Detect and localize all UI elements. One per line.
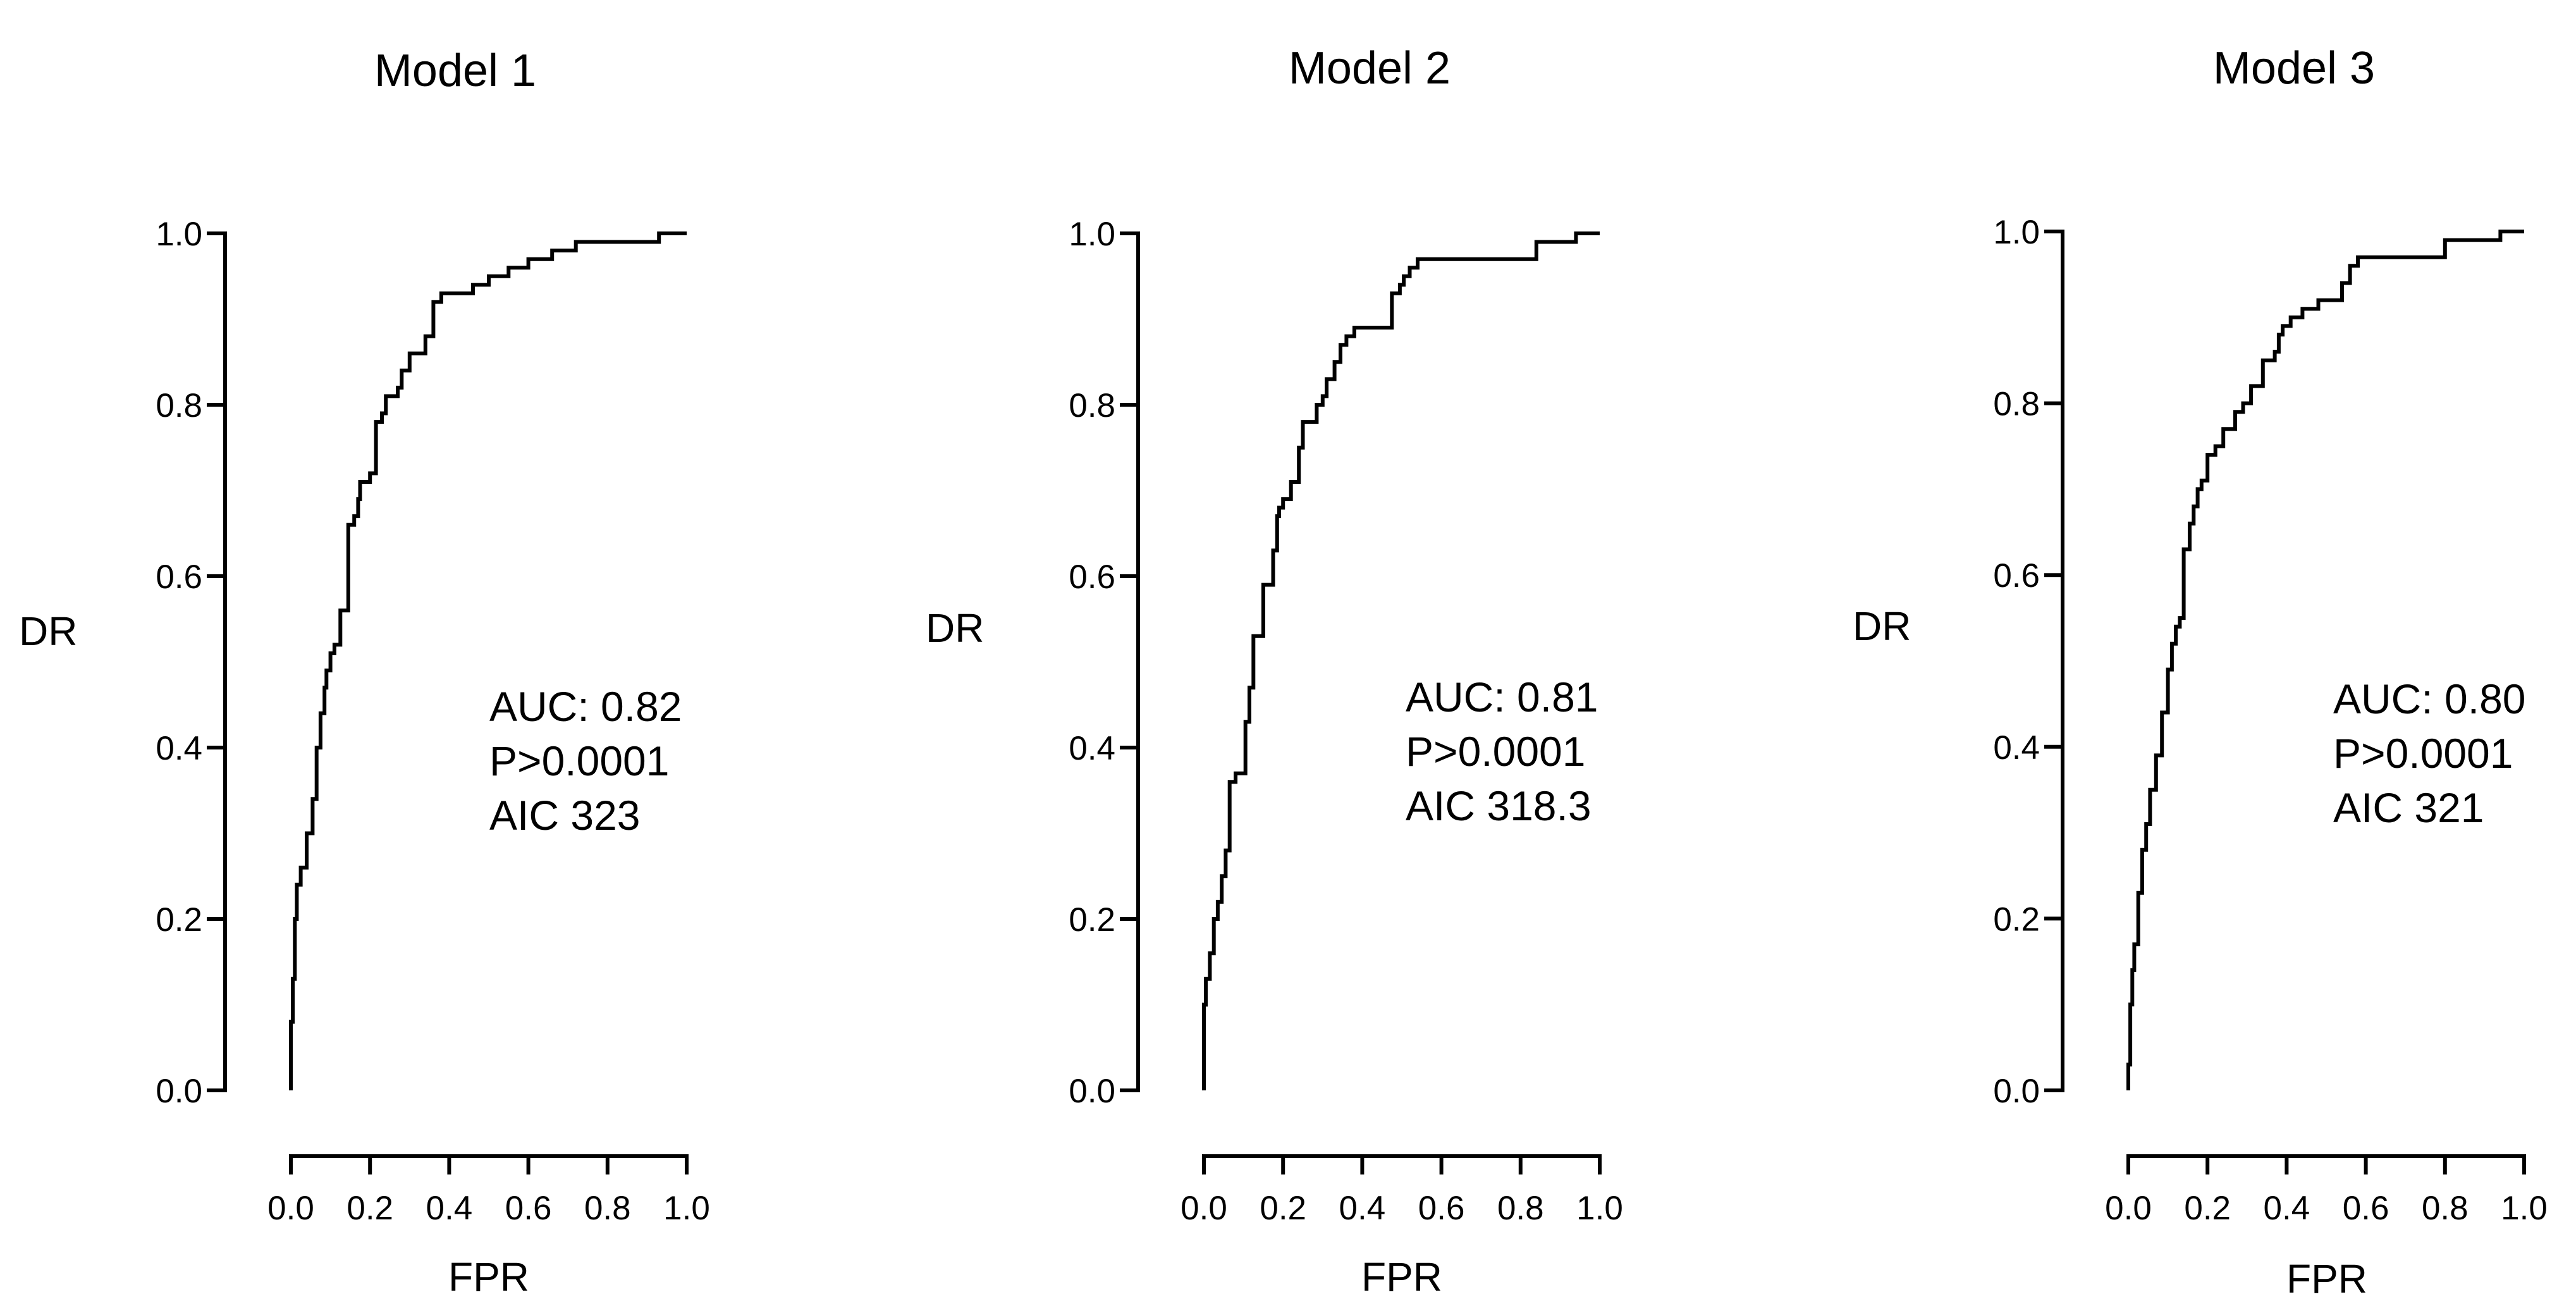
x-tick-label: 1.0 <box>1576 1190 1623 1227</box>
y-tick-label: 0.8 <box>1993 386 2040 423</box>
annotation-text: AIC 323 <box>489 792 640 839</box>
y-tick-label: 1.0 <box>156 216 202 253</box>
y-tick-label: 0.0 <box>1069 1073 1115 1110</box>
annotation-text: AIC 321 <box>2333 784 2484 831</box>
annotation-text: AIC 318.3 <box>1406 782 1592 829</box>
chart-title: Model 3 <box>2213 43 2375 94</box>
x-tick-label: 1.0 <box>663 1190 710 1227</box>
annotation-text: P>0.0001 <box>2333 730 2513 777</box>
y-tick-label: 0.2 <box>1069 901 1115 939</box>
roc-curve-line <box>2126 230 2524 1090</box>
x-tick-label: 0.6 <box>505 1190 552 1227</box>
x-tick-label: 0.6 <box>2343 1190 2389 1227</box>
y-tick-label: 0.4 <box>1993 729 2040 767</box>
x-tick-label: 0.2 <box>347 1190 393 1227</box>
x-tick-label: 0.6 <box>1418 1190 1465 1227</box>
y-tick-label: 0.2 <box>1993 901 2040 938</box>
x-tick-label: 0.0 <box>2105 1190 2152 1227</box>
y-tick-label: 0.6 <box>156 558 202 596</box>
x-axis-label: FPR <box>2286 1256 2367 1302</box>
roc-panel-3: Model 3 0.0 0.2 0.4 0.6 0.8 1.0 0.0 0.2 0.4 0.6 0.8… <box>1853 43 2548 1302</box>
y-tick-label: 0.2 <box>156 901 202 939</box>
y-tick-label: 0.8 <box>156 387 202 424</box>
x-tick-label: 0.4 <box>1339 1190 1386 1227</box>
annotation-text: AUC: 0.80 <box>2333 675 2525 722</box>
annotation-text: AUC: 0.82 <box>489 683 682 730</box>
x-tick-label: 0.2 <box>1260 1190 1306 1227</box>
x-tick-label: 0.2 <box>2184 1190 2231 1227</box>
y-tick-label: 0.0 <box>1993 1073 2040 1110</box>
annotation-text: P>0.0001 <box>1406 728 1585 775</box>
y-axis-label: DR <box>1853 603 1911 649</box>
x-tick-label: 0.8 <box>584 1190 631 1227</box>
y-axis-label: DR <box>19 608 77 654</box>
x-tick-label: 0.4 <box>426 1190 473 1227</box>
x-tick-label: 0.0 <box>1181 1190 1227 1227</box>
annotation-text: P>0.0001 <box>489 737 669 784</box>
x-axis-label: FPR <box>448 1254 529 1300</box>
x-tick-label: 0.0 <box>267 1190 314 1227</box>
y-tick-label: 0.4 <box>156 730 202 767</box>
x-tick-label: 0.8 <box>2422 1190 2469 1227</box>
x-tick-label: 0.8 <box>1497 1190 1544 1227</box>
x-axis-label: FPR <box>1361 1254 1442 1300</box>
annotation-text: AUC: 0.81 <box>1406 674 1598 720</box>
y-tick-label: 1.0 <box>1069 216 1115 253</box>
chart-title: Model 2 <box>1289 43 1451 94</box>
y-tick-label: 0.6 <box>1069 558 1115 596</box>
x-tick-label: 1.0 <box>2501 1190 2548 1227</box>
roc-panel-1: Model 1 0.0 0.2 0.4 0.6 0.8 1.0 0.0 0.2 0.4 0.6 0.8… <box>19 46 710 1300</box>
y-tick-label: 0.6 <box>1993 557 2040 595</box>
y-tick-label: 0.4 <box>1069 730 1115 767</box>
x-tick-label: 0.4 <box>2264 1190 2310 1227</box>
chart-title: Model 1 <box>374 46 536 96</box>
y-axis-label: DR <box>926 605 984 651</box>
roc-panel-2: Model 2 0.0 0.2 0.4 0.6 0.8 1.0 0.0 0.2 0.4 0.6 0.8… <box>926 43 1623 1300</box>
y-tick-label: 1.0 <box>1993 214 2040 251</box>
y-tick-label: 0.0 <box>156 1073 202 1110</box>
roc-curve-line <box>289 231 687 1090</box>
roc-curve-line <box>1202 231 1600 1090</box>
y-tick-label: 0.8 <box>1069 387 1115 424</box>
